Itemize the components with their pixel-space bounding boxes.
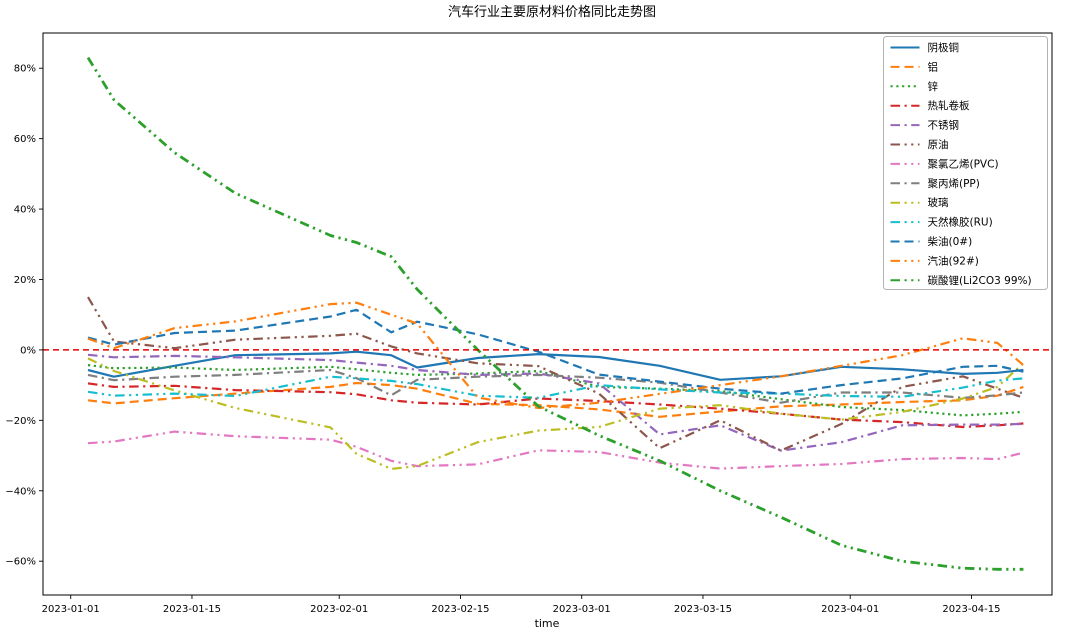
series-line-3	[87, 382, 1024, 429]
legend-item-label: 铝	[928, 60, 939, 73]
legend-item-label: 汽油(92#)	[928, 254, 979, 267]
legend-item-label: 不锈钢	[928, 119, 960, 132]
series-line-0	[87, 350, 1024, 381]
legend-item-label: 玻璃	[928, 196, 949, 209]
legend-item: 阴极铜	[890, 41, 960, 54]
legend-item-label: 原油	[928, 138, 949, 151]
legend-item: 柴油(0#)	[890, 235, 973, 248]
legend-item: 铝	[890, 60, 939, 73]
plot-area: 2023-01-01 2023-01-15 2023-02-01 2023-02-15…	[5, 32, 1053, 615]
x-tick-label: 2023-04-15	[942, 604, 1000, 615]
legend-item: 聚氯乙烯(PVC)	[890, 157, 999, 170]
legend-item: 汽油(92#)	[890, 254, 979, 267]
series-line-12	[86, 56, 1024, 571]
y-tick-label: −60%	[5, 557, 36, 568]
chart-title: 汽车行业主要原材料价格同比走势图	[448, 4, 656, 20]
legend-box	[883, 36, 1048, 290]
legend-item: 聚丙烯(PP)	[890, 177, 980, 190]
series-line-10	[87, 308, 1024, 395]
x-tick-label: 2023-01-15	[163, 604, 221, 615]
y-tick-label: 20%	[14, 275, 36, 286]
x-axis-label: time	[535, 617, 560, 630]
legend-item: 热轧卷板	[890, 99, 970, 112]
series-line-4	[87, 353, 1024, 452]
x-tick-label: 2023-03-01	[553, 604, 611, 615]
axes-frame	[42, 32, 1053, 596]
legend-item-label: 阴极铜	[928, 41, 960, 54]
series-line-6	[87, 430, 1024, 470]
series-line-2	[87, 364, 1024, 417]
y-tick-label: −20%	[5, 416, 36, 427]
x-tick-label: 2023-03-15	[674, 604, 732, 615]
series-line-8	[87, 357, 1025, 470]
legend-item: 玻璃	[890, 196, 949, 209]
y-tick-label: 80%	[14, 64, 36, 75]
legend-item-label: 碳酸锂(Li2CO3 99%)	[928, 274, 1032, 287]
legend-item-label: 柴油(0#)	[928, 235, 973, 248]
x-tick-label: 2023-04-01	[821, 604, 879, 615]
x-tick-label: 2023-02-01	[310, 604, 368, 615]
legend-item-label: 聚氯乙烯(PVC)	[928, 157, 999, 170]
legend-item: 碳酸锂(Li2CO3 99%)	[890, 274, 1032, 287]
legend-item: 不锈钢	[890, 119, 960, 132]
series-line-9	[87, 375, 1024, 399]
series-line-11	[87, 301, 1025, 410]
legend-item: 锌	[890, 80, 939, 93]
legend-item-label: 天然橡胶(RU)	[928, 216, 993, 229]
legend-item: 原油	[890, 138, 949, 151]
series-line-7	[87, 368, 1024, 404]
legend-item: 天然橡胶(RU)	[890, 216, 993, 229]
series-line-1	[87, 381, 1024, 418]
series-line-5	[87, 296, 1024, 452]
x-tick-label: 2023-02-15	[431, 604, 489, 615]
y-tick-label: 60%	[14, 134, 36, 145]
y-tick-label: 0%	[20, 345, 36, 356]
legend-item-label: 热轧卷板	[928, 99, 970, 112]
x-tick-label: 2023-01-01	[42, 604, 100, 615]
y-tick-label: −40%	[5, 486, 36, 497]
y-tick-label: 40%	[14, 205, 36, 216]
legend-item-label: 锌	[928, 80, 939, 93]
legend-item-label: 聚丙烯(PP)	[928, 177, 980, 190]
